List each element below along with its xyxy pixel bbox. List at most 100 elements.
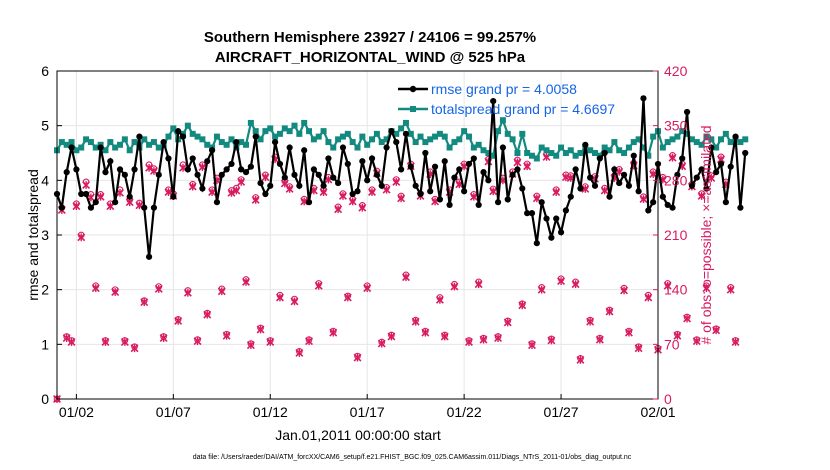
totalspread-point — [514, 150, 521, 156]
legend-spread-marker — [410, 106, 416, 112]
totalspread-point — [141, 136, 148, 143]
rmse-point — [107, 158, 114, 165]
totalspread-point — [470, 144, 477, 151]
totalspread-point — [204, 141, 211, 148]
rmse-point — [640, 95, 647, 102]
obs-possible-marker — [397, 192, 405, 200]
rmse-point — [650, 199, 657, 206]
rmse-point — [194, 171, 201, 178]
totalspread-point — [693, 139, 700, 146]
totalspread-point — [262, 128, 269, 135]
totalspread-point — [451, 139, 458, 146]
obs-possible-marker — [698, 190, 705, 197]
rmse-point — [160, 138, 167, 146]
totalspread-point — [456, 136, 463, 143]
totalspread-point — [674, 133, 681, 140]
obs-possible-marker — [111, 286, 119, 294]
totalspread-point — [354, 144, 361, 151]
totalspread-point — [364, 141, 371, 148]
y-left-tick-label: 3 — [41, 227, 49, 243]
obs-possible-marker — [644, 291, 652, 299]
obs-possible-marker — [257, 324, 264, 332]
y-right-tick-label: 70 — [664, 336, 680, 352]
totalspread-point — [286, 128, 293, 135]
obs-possible-marker — [300, 195, 308, 203]
obs-possible-marker — [160, 333, 167, 340]
obs-possible-marker — [286, 183, 293, 190]
totalspread-point — [199, 136, 206, 143]
rmse-point — [514, 166, 521, 173]
totalspread-point — [480, 147, 487, 154]
totalspread-point — [465, 133, 472, 140]
obs-possible-marker — [295, 348, 303, 355]
obs-possible-marker — [358, 201, 366, 209]
rmse-point — [669, 204, 676, 211]
obs-possible-marker — [703, 282, 710, 290]
y-axis-right-label: # of obs: o=possible; ×=assimilated — [698, 125, 714, 344]
obs-possible-marker — [606, 306, 613, 314]
totalspread-point — [436, 130, 443, 137]
rmse-point — [325, 155, 332, 162]
obs-possible-marker — [635, 343, 642, 351]
rmse-point — [272, 138, 279, 146]
rmse-point — [175, 128, 182, 135]
obs-possible-marker — [194, 336, 201, 343]
totalspread-point — [679, 128, 686, 135]
rmse-point — [276, 160, 284, 168]
rmse-point — [218, 171, 225, 178]
obs-possible-marker — [145, 161, 153, 169]
rmse-point — [267, 182, 274, 189]
obs-possible-marker — [683, 313, 691, 321]
totalspread-point — [310, 136, 317, 143]
totalspread-point — [78, 144, 85, 151]
totalspread-point — [485, 150, 492, 156]
obs-possible-marker — [412, 316, 420, 324]
legend-rmse-marker — [409, 85, 417, 93]
rmse-point — [422, 149, 429, 157]
obs-possible-marker — [63, 333, 71, 340]
totalspread-point — [344, 130, 351, 137]
rmse-point — [674, 171, 681, 178]
totalspread-point — [291, 122, 298, 129]
obs-possible-marker — [475, 278, 483, 286]
rmse-point — [630, 152, 637, 159]
totalspread-point — [359, 133, 366, 140]
totalspread-point — [616, 147, 623, 154]
totalspread-point — [562, 150, 569, 156]
obs-possible-marker — [223, 330, 230, 338]
rmse-point — [208, 147, 216, 154]
rmse-point — [383, 144, 390, 151]
obs-possible-marker — [189, 180, 197, 188]
legend-rmse-label: rmse grand pr = 4.0058 — [431, 81, 577, 97]
totalspread-point — [87, 139, 94, 146]
totalspread-point — [601, 144, 608, 151]
rmse-point — [349, 190, 356, 198]
totalspread-point — [635, 136, 642, 143]
rmse-point — [596, 155, 603, 162]
totalspread-point — [301, 119, 308, 126]
obs-possible-marker — [77, 231, 85, 239]
totalspread-point — [194, 133, 201, 140]
obs-possible-marker — [717, 153, 725, 161]
rmse-point — [616, 179, 623, 187]
totalspread-point — [165, 133, 172, 140]
totalspread-point — [281, 125, 288, 132]
rmse-point — [87, 204, 95, 211]
rmse-point — [150, 204, 158, 211]
obs-possible-marker — [712, 325, 720, 333]
obs-possible-marker — [625, 327, 633, 335]
ticks: 01/02 01/07 01/12 01/17 01/22 01/27 02/0101234… — [41, 63, 687, 420]
totalspread-point — [422, 139, 429, 146]
obs-possible-marker — [354, 352, 361, 360]
rmse-point — [533, 240, 540, 247]
obs-possible-marker — [727, 283, 735, 291]
rmse-point — [402, 130, 410, 137]
rmse-point — [679, 155, 686, 162]
rmse-point — [436, 196, 443, 203]
rmse-point — [78, 190, 85, 198]
totalspread-point — [306, 128, 313, 135]
rmse-point — [262, 190, 269, 198]
obs-possible-marker — [402, 271, 410, 279]
y-right-tick-label: 140 — [664, 282, 688, 298]
obs-possible-marker — [242, 276, 250, 283]
